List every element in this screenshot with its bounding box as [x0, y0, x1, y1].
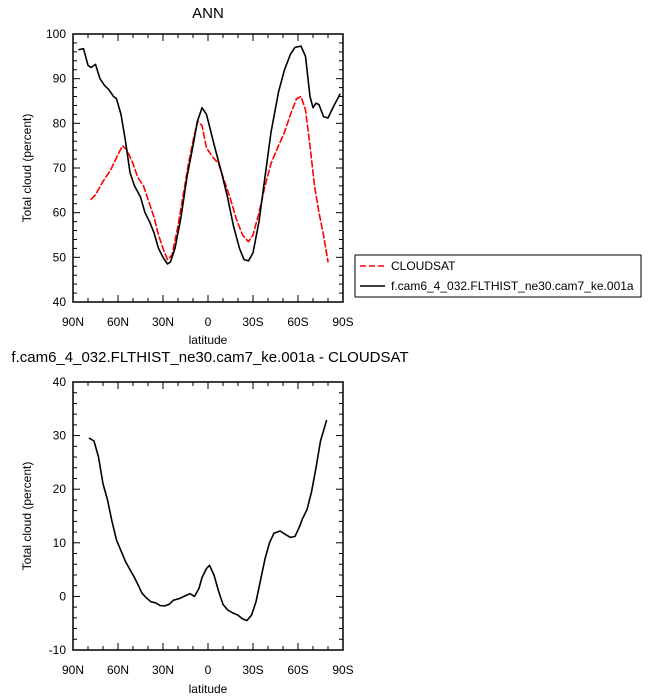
top-series-layer	[78, 45, 341, 265]
top-x-tick-label: 60S	[287, 315, 308, 329]
bottom-x-axis-label: latitude	[189, 682, 228, 696]
bottom-x-tick-label: 60S	[287, 663, 308, 677]
legend-label-model: f.cam6_4_032.FLTHIST_ne30.cam7_ke.001a	[391, 279, 634, 293]
bottom-y-tick-label: 0	[59, 589, 66, 603]
legend-label-cloudsat: CLOUDSAT	[391, 259, 456, 273]
top-tick-layer: 90N 60N 30N 0 30S 60S 90S 40 50 60 70 80 90 100	[46, 27, 354, 329]
bottom-y-tick-label: 10	[53, 536, 67, 550]
bottom-y-tick-label: -10	[49, 643, 67, 657]
bottom-x-tick-label: 60N	[107, 663, 129, 677]
bottom-x-tick-label: 30N	[152, 663, 174, 677]
bottom-y-axis-label: Total cloud (percent)	[20, 462, 34, 571]
top-chart-title: ANN	[192, 5, 224, 22]
top-y-tick-label: 100	[46, 27, 66, 41]
bottom-series-line-0	[88, 419, 328, 622]
top-x-tick-label: 60N	[107, 315, 129, 329]
top-x-tick-label: 90S	[332, 315, 353, 329]
top-x-axis-label: latitude	[189, 333, 228, 347]
top-x-tick-label: 90N	[62, 315, 84, 329]
top-x-tick-label: 0	[205, 315, 212, 329]
bottom-chart-title: f.cam6_4_032.FLTHIST_ne30.cam7_ke.001a -…	[11, 349, 408, 366]
bottom-x-tick-label: 90N	[62, 663, 84, 677]
legend-box	[354, 254, 642, 298]
top-series-line-1	[78, 45, 341, 265]
bottom-tick-layer: 90N 60N 30N 0 30S 60S 90S -10 0 10 20 30 40	[49, 375, 354, 677]
top-panel: ANN 90N 60N 30N 0 30S 60S 90S 40 50 60 70 80 90 100 l…	[20, 5, 354, 347]
top-y-tick-label: 40	[53, 295, 67, 309]
bottom-plot-frame	[72, 381, 344, 651]
top-x-tick-label: 30N	[152, 315, 174, 329]
top-series-line-0	[90, 95, 329, 263]
bottom-x-tick-label: 30S	[242, 663, 263, 677]
top-y-axis-label: Total cloud (percent)	[20, 114, 34, 223]
top-x-tick-label: 30S	[242, 315, 263, 329]
top-y-tick-label: 80	[53, 116, 67, 130]
bottom-y-tick-label: 30	[53, 429, 67, 443]
bottom-x-tick-label: 0	[205, 663, 212, 677]
top-y-tick-label: 60	[53, 206, 67, 220]
top-y-tick-label: 50	[53, 250, 67, 264]
legend: CLOUDSAT f.cam6_4_032.FLTHIST_ne30.cam7_…	[354, 254, 642, 298]
bottom-y-tick-label: 40	[53, 375, 67, 389]
top-plot-frame	[72, 33, 344, 303]
bottom-x-tick-label: 90S	[332, 663, 353, 677]
bottom-panel: f.cam6_4_032.FLTHIST_ne30.cam7_ke.001a -…	[11, 349, 408, 696]
bottom-y-tick-label: 20	[53, 482, 67, 496]
top-y-tick-label: 90	[53, 72, 67, 86]
bottom-series-layer	[88, 419, 328, 622]
top-y-tick-label: 70	[53, 161, 67, 175]
